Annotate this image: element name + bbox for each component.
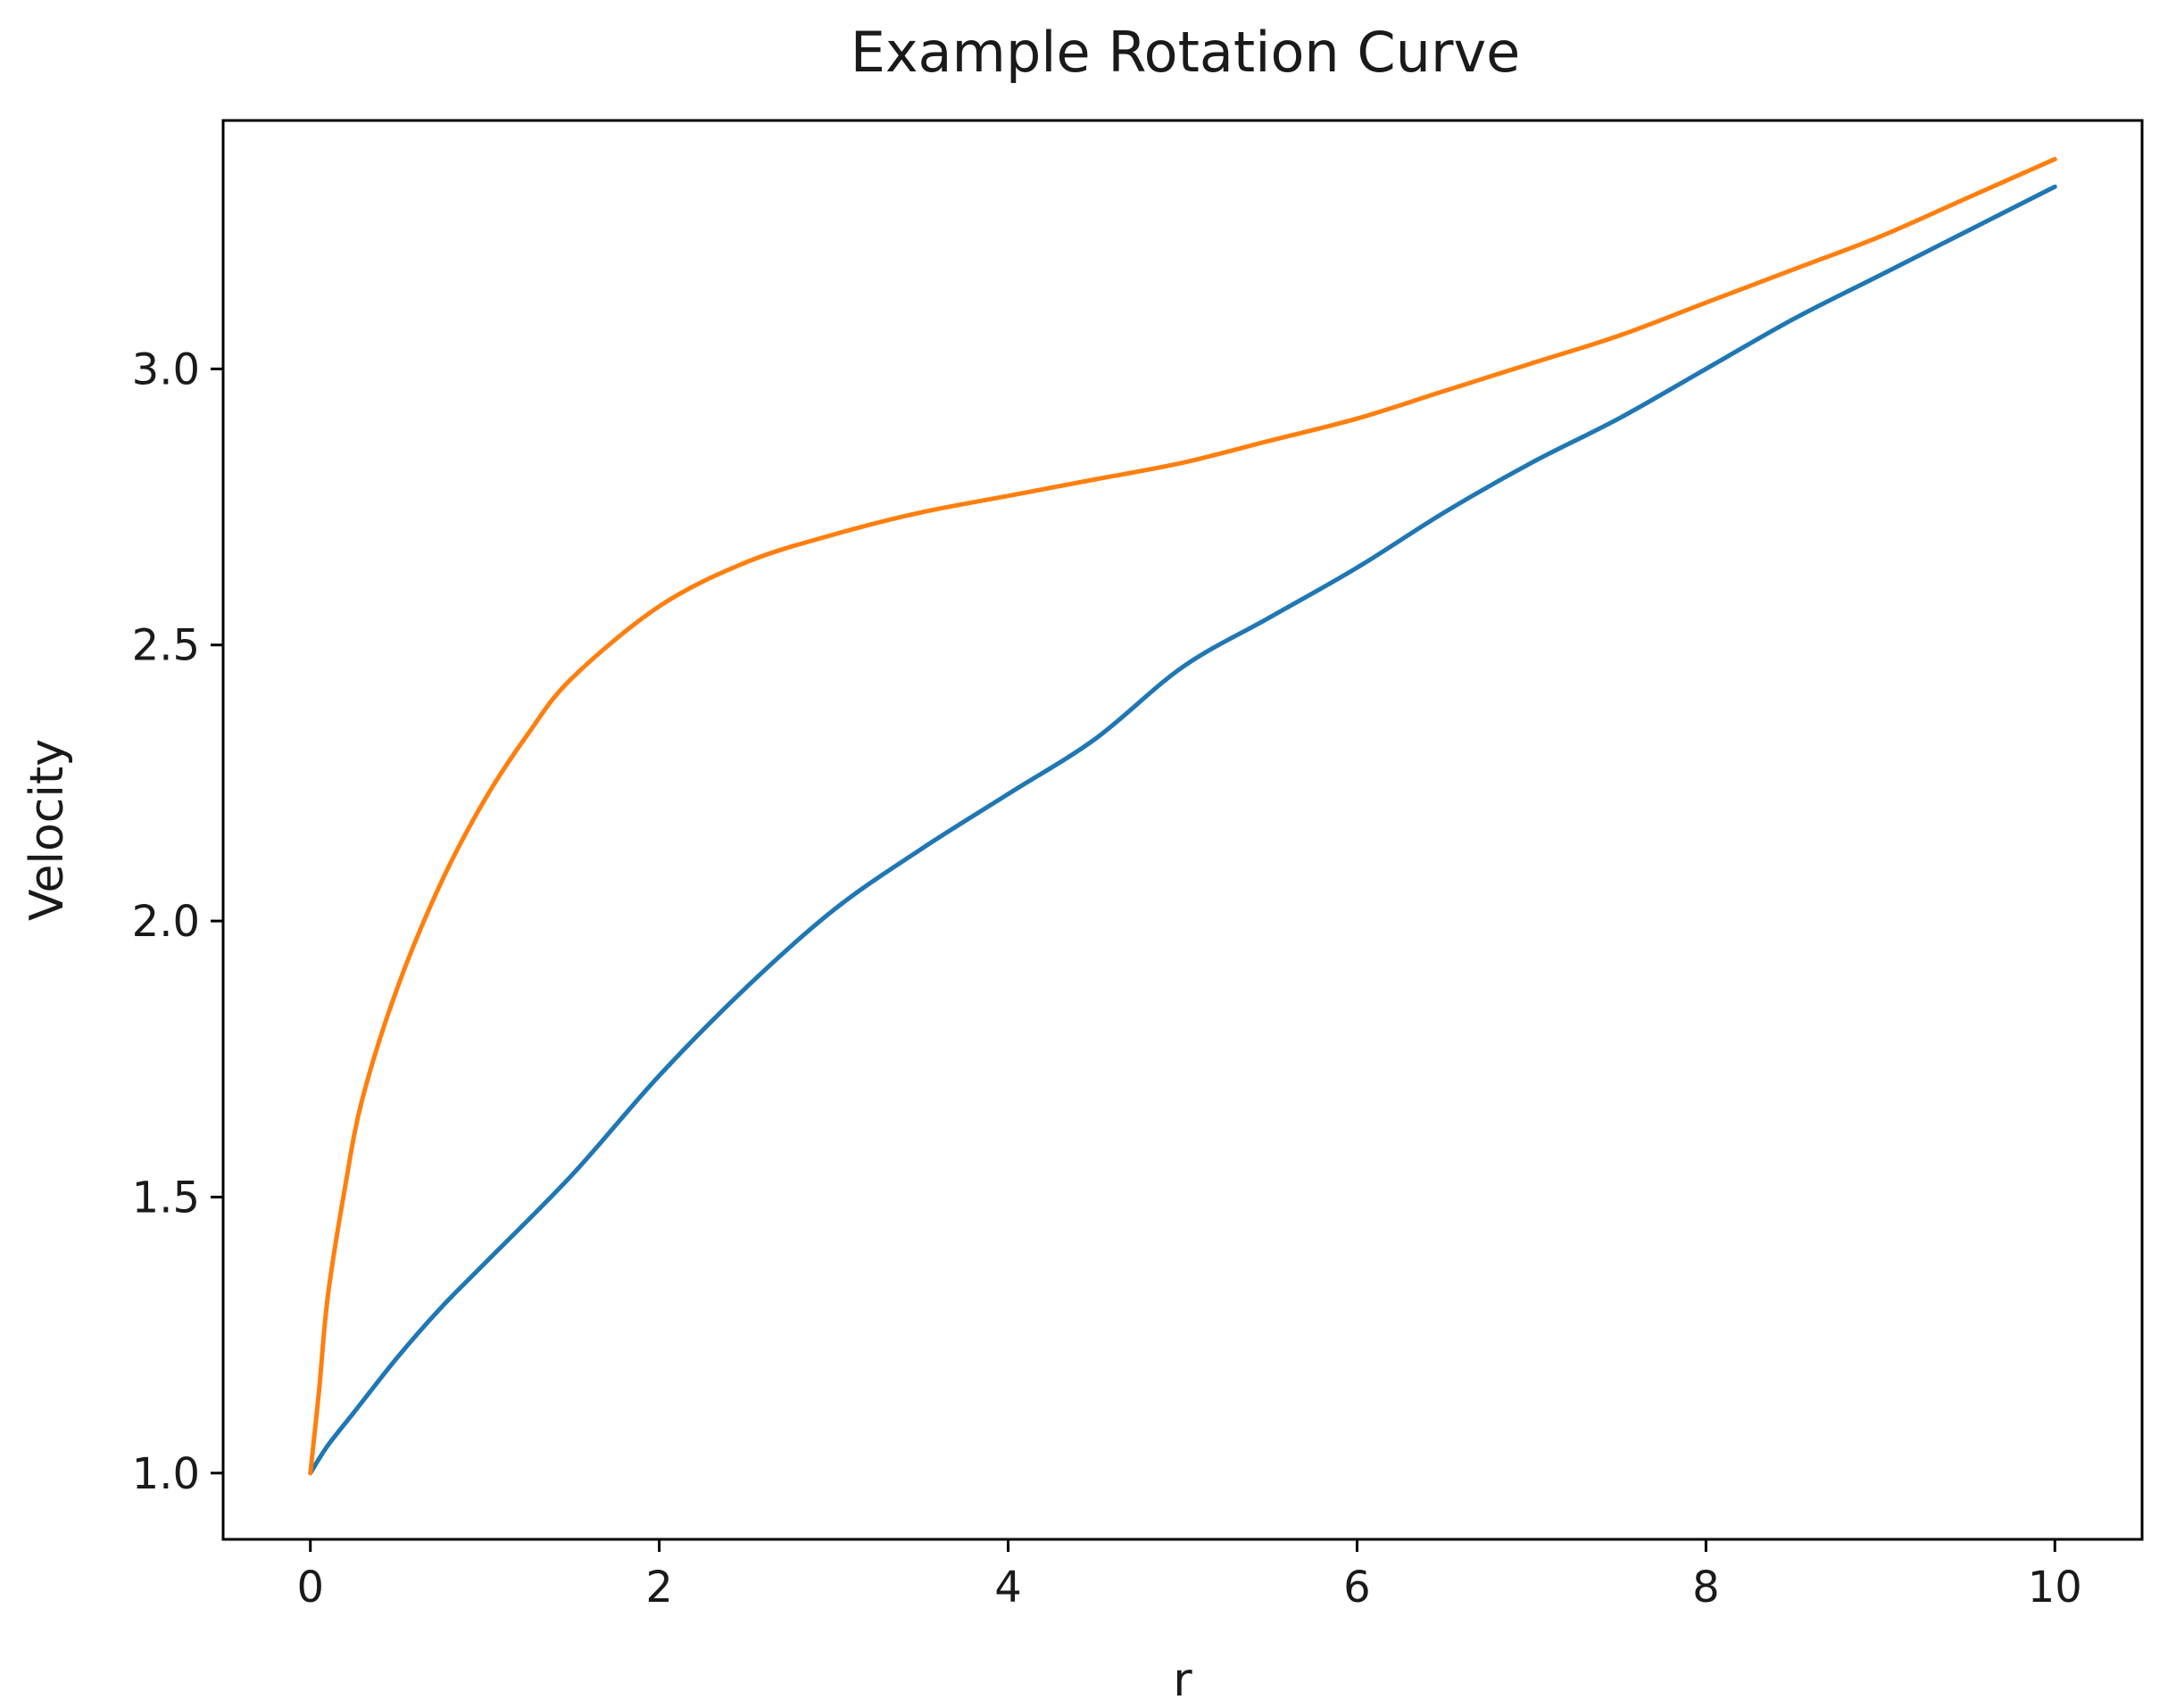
x-tick-label: 0 [296, 1563, 324, 1613]
x-axis-ticks: 0 2 4 6 8 10 [296, 1539, 2082, 1613]
series-line-2 [308, 156, 2057, 1476]
x-tick-label: 8 [1692, 1563, 1720, 1613]
y-tick-label: 2.0 [132, 897, 200, 947]
series-group [308, 156, 2057, 1476]
y-tick-label: 1.5 [132, 1173, 200, 1223]
y-tick-label: 3.0 [132, 344, 200, 394]
x-tick-label: 4 [994, 1563, 1022, 1613]
y-axis-label: Velocity [21, 739, 74, 921]
x-tick-label: 6 [1343, 1563, 1371, 1613]
series-line-1 [308, 184, 2057, 1476]
chart-title: Example Rotation Curve [851, 20, 1521, 85]
y-tick-label: 1.0 [132, 1449, 200, 1499]
y-axis-ticks: 1.0 1.5 2.0 2.5 3.0 [132, 344, 223, 1499]
x-tick-label: 10 [2028, 1563, 2082, 1613]
x-tick-label: 2 [645, 1563, 673, 1613]
plot-frame [221, 119, 2144, 1541]
y-tick-label: 2.5 [132, 621, 200, 671]
x-axis-label: r [1173, 1654, 1192, 1707]
